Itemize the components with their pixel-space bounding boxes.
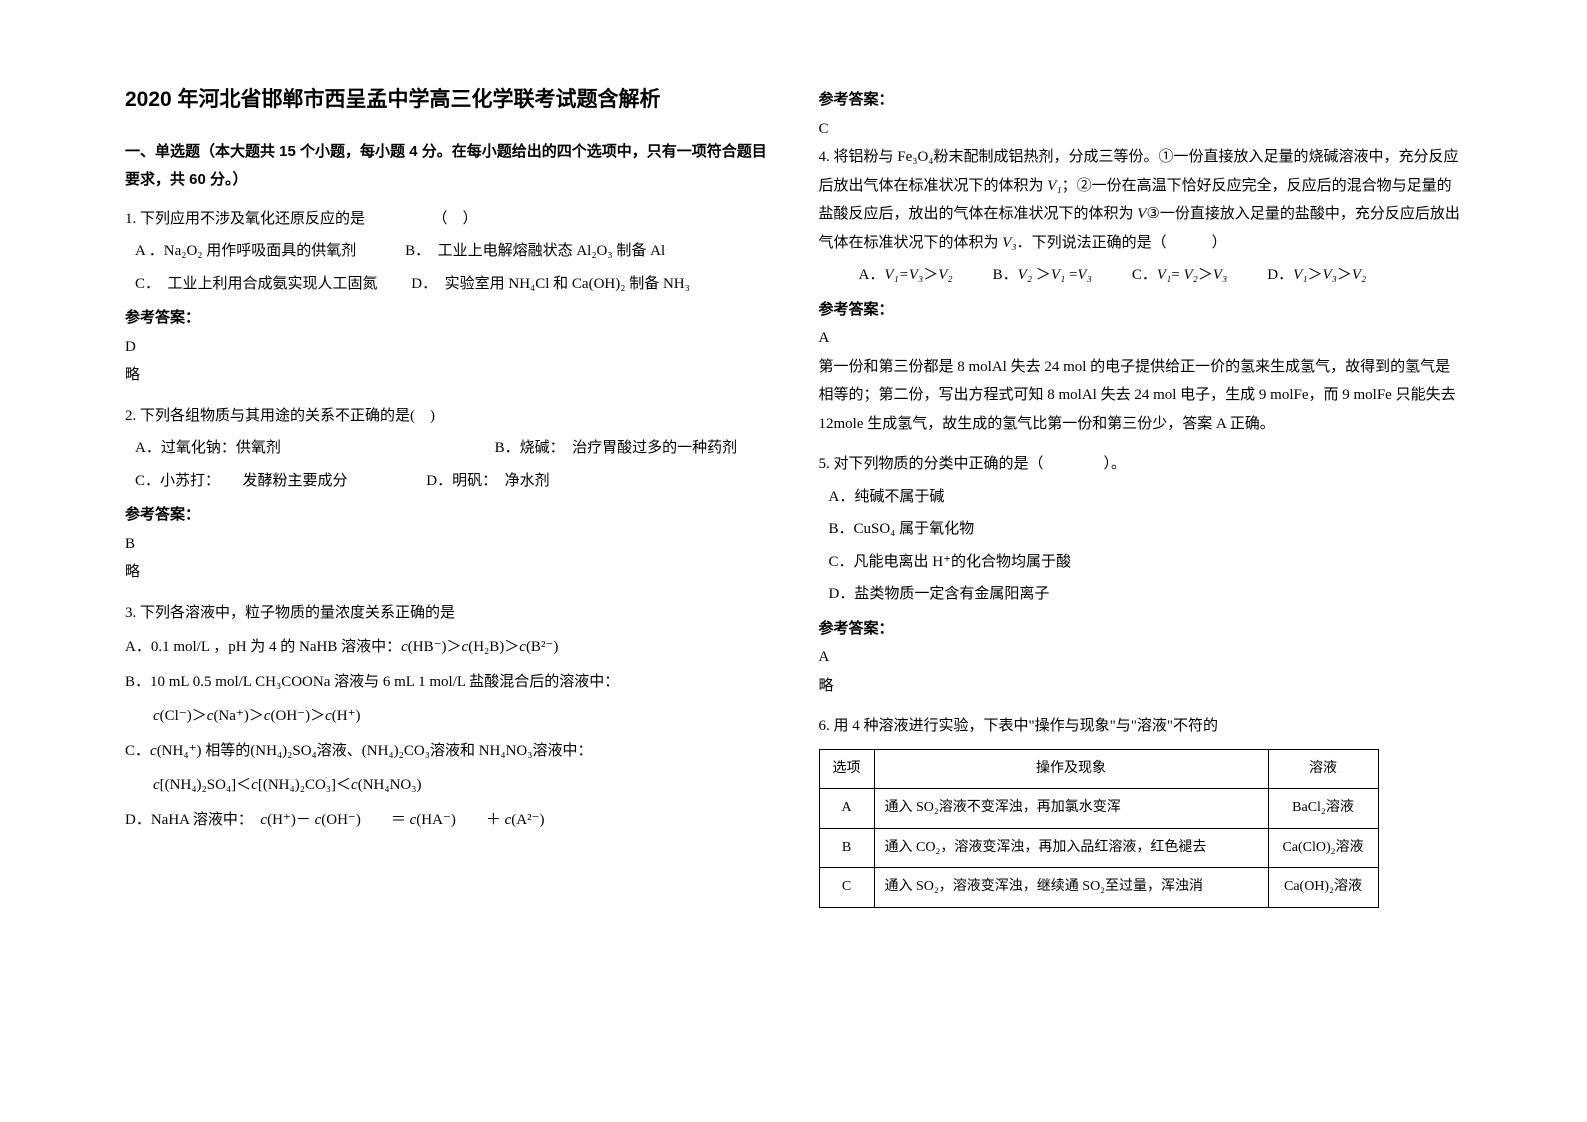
cell: 通入 SO₂，溶液变浑浊，继续通 SO₂至过量，浑浊消 — [874, 868, 1268, 908]
q1-row-ab: A ．Na₂O₂ 用作呼吸面具的供氧剂 B． 工业上电解熔融状态 Al₂O₃ 制… — [125, 237, 769, 266]
q1-answer: D — [125, 333, 769, 362]
q5-answer-label: 参考答案： — [819, 615, 1463, 644]
q4-opt-c: C．V₁= V₂＞V₃ — [1132, 261, 1227, 290]
q3-opt-a: A．0.1 mol/L ，pH 为 4 的 NaHB 溶液中：c(HB⁻)＞c(… — [125, 633, 769, 662]
q3-answer-label: 参考答案： — [819, 86, 1463, 115]
q4-options-row: A．V₁=V₃＞V₂ B．V₂ ＞V₁ =V₃ C．V₁= V₂＞V₃ D．V₁… — [819, 261, 1463, 290]
question-2: 2. 下列各组物质与其用途的关系不正确的是( ) A．过氧化钠：供氧剂 B．烧碱… — [125, 402, 769, 587]
q6-table: 选项 操作及现象 溶液 A 通入 SO₂溶液不变浑浊，再加氯水变浑 BaCl₂溶… — [819, 749, 1379, 908]
q2-opt-a: A．过氧化钠：供氧剂 — [135, 440, 281, 456]
question-3: 3. 下列各溶液中，粒子物质的量浓度关系正确的是 A．0.1 mol/L ，pH… — [125, 599, 769, 835]
q1-row-cd: C． 工业上利用合成氨实现人工固氮 D． 实验室用 NH₄Cl 和 Ca(OH)… — [125, 270, 769, 299]
table-row: C 通入 SO₂，溶液变浑浊，继续通 SO₂至过量，浑浊消 Ca(OH)₂溶液 — [819, 868, 1378, 908]
q2-row-ab: A．过氧化钠：供氧剂 B．烧碱： 治疗胃酸过多的一种药剂 — [125, 434, 769, 463]
q2-opt-d: D．明矾： 净水剂 — [426, 473, 549, 489]
table-header-row: 选项 操作及现象 溶液 — [819, 749, 1378, 789]
q4-opt-b: B．V₂ ＞V₁ =V₃ — [993, 261, 1092, 290]
q2-opt-c: C．小苏打： 发酵粉主要成分 — [135, 473, 348, 489]
table-row: B 通入 CO₂，溶液变浑浊，再加入品红溶液，红色褪去 Ca(ClO)₂溶液 — [819, 828, 1378, 868]
q1-stem: 1. 下列应用不涉及氧化还原反应的是 （ ） — [125, 205, 769, 234]
col-operation: 操作及现象 — [874, 749, 1268, 789]
q2-stem: 2. 下列各组物质与其用途的关系不正确的是( ) — [125, 402, 769, 431]
col-solution: 溶液 — [1268, 749, 1378, 789]
q4-opt-a: A．V₁=V₃＞V₂ — [859, 261, 953, 290]
q2-row-cd: C．小苏打： 发酵粉主要成分 D．明矾： 净水剂 — [125, 467, 769, 496]
q4-stem: 4. 将铝粉与 Fe₃O₄粉末配制成铝热剂，分成三等份。①一份直接放入足量的烧碱… — [819, 143, 1463, 257]
q5-explain: 略 — [819, 672, 1463, 701]
q1-answer-label: 参考答案： — [125, 304, 769, 333]
q3-opt-c2: c[(NH₄)₂SO₄]＜c[(NH₄)₂CO₃]＜c(NH₄NO₃) — [125, 771, 769, 800]
q5-opt-b: B．CuSO₄ 属于氧化物 — [819, 515, 1463, 544]
table-row: A 通入 SO₂溶液不变浑浊，再加氯水变浑 BaCl₂溶液 — [819, 789, 1378, 829]
q2-answer: B — [125, 530, 769, 559]
section-1-header: 一、单选题（本大题共 15 个小题，每小题 4 分。在每小题给出的四个选项中，只… — [125, 138, 769, 195]
cell: BaCl₂溶液 — [1268, 789, 1378, 829]
q5-stem: 5. 对下列物质的分类中正确的是（ ）。 — [819, 450, 1463, 479]
cell: Ca(OH)₂溶液 — [1268, 868, 1378, 908]
q5-opt-d: D．盐类物质一定含有金属阳离子 — [819, 580, 1463, 609]
q2-answer-label: 参考答案： — [125, 501, 769, 530]
q4-explain: 第一份和第三份都是 8 molAl 失去 24 mol 的电子提供给正一价的氢来… — [819, 353, 1463, 439]
cell: A — [819, 789, 874, 829]
q1-explain: 略 — [125, 361, 769, 390]
q3-answer: C — [819, 115, 1463, 144]
question-6: 6. 用 4 种溶液进行实验，下表中"操作与现象"与"溶液"不符的 选项 操作及… — [819, 712, 1463, 908]
left-column: 2020 年河北省邯郸市西呈孟中学高三化学联考试题含解析 一、单选题（本大题共 … — [100, 80, 794, 1062]
q2-opt-b: B．烧碱： 治疗胃酸过多的一种药剂 — [495, 440, 738, 456]
q4-answer-label: 参考答案： — [819, 296, 1463, 325]
right-column: 参考答案： C 4. 将铝粉与 Fe₃O₄粉末配制成铝热剂，分成三等份。①一份直… — [794, 80, 1488, 1062]
q1-opt-b: B． 工业上电解熔融状态 Al₂O₃ 制备 Al — [405, 243, 665, 259]
q3-opt-d: D．NaHA 溶液中： c(H⁺)－ c(OH⁻) ＝ c(HA⁻) ＋ c(A… — [125, 806, 769, 835]
cell: 通入 SO₂溶液不变浑浊，再加氯水变浑 — [874, 789, 1268, 829]
q2-explain: 略 — [125, 558, 769, 587]
q1-opt-a: A ．Na₂O₂ 用作呼吸面具的供氧剂 — [135, 243, 356, 259]
q3-opt-b2: c(Cl⁻)＞c(Na⁺)＞c(OH⁻)＞c(H⁺) — [125, 702, 769, 731]
cell: 通入 CO₂，溶液变浑浊，再加入品红溶液，红色褪去 — [874, 828, 1268, 868]
q1-opt-c: C． 工业上利用合成氨实现人工固氮 — [135, 276, 378, 292]
q3-opt-c: C．c(NH₄⁺) 相等的(NH₄)₂SO₄溶液、(NH₄)₂CO₃溶液和 NH… — [125, 737, 769, 766]
q4-answer: A — [819, 324, 1463, 353]
cell: B — [819, 828, 874, 868]
q3-stem: 3. 下列各溶液中，粒子物质的量浓度关系正确的是 — [125, 599, 769, 628]
cell: C — [819, 868, 874, 908]
question-4: 4. 将铝粉与 Fe₃O₄粉末配制成铝热剂，分成三等份。①一份直接放入足量的烧碱… — [819, 143, 1463, 438]
q3-opt-b: B．10 mL 0.5 mol/L CH₃COONa 溶液与 6 mL 1 mo… — [125, 668, 769, 697]
q1-opt-d: D． 实验室用 NH₄Cl 和 Ca(OH)₂ 制备 NH₃ — [411, 276, 690, 292]
q4-opt-d: D．V₁＞V₃＞V₂ — [1267, 261, 1366, 290]
col-option: 选项 — [819, 749, 874, 789]
q5-answer: A — [819, 643, 1463, 672]
q5-opt-c: C．凡能电离出 H⁺的化合物均属于酸 — [819, 548, 1463, 577]
page-title: 2020 年河北省邯郸市西呈孟中学高三化学联考试题含解析 — [125, 80, 769, 120]
cell: Ca(ClO)₂溶液 — [1268, 828, 1378, 868]
question-5: 5. 对下列物质的分类中正确的是（ ）。 A．纯碱不属于碱 B．CuSO₄ 属于… — [819, 450, 1463, 700]
question-1: 1. 下列应用不涉及氧化还原反应的是 （ ） A ．Na₂O₂ 用作呼吸面具的供… — [125, 205, 769, 390]
q5-opt-a: A．纯碱不属于碱 — [819, 483, 1463, 512]
q6-stem: 6. 用 4 种溶液进行实验，下表中"操作与现象"与"溶液"不符的 — [819, 712, 1463, 741]
